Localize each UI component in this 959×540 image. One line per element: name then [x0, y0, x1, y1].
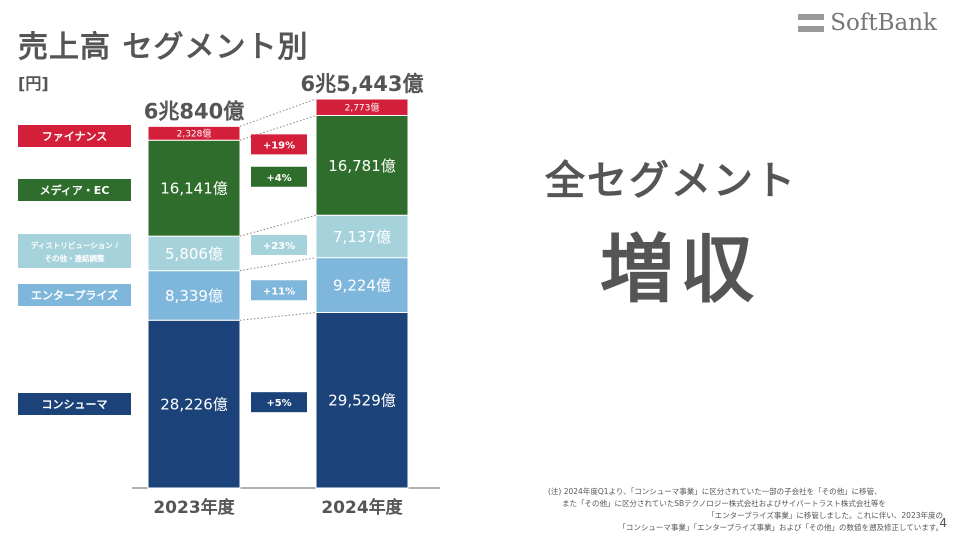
- growth-badge: [251, 134, 307, 155]
- legend-label: エンタープライズ: [31, 288, 118, 302]
- bar-segment: [315, 98, 409, 116]
- data-label: 28,226億: [160, 396, 228, 414]
- connector-line: [239, 257, 317, 272]
- connector-line: [239, 214, 317, 237]
- legend-label: その他・連結調整: [45, 253, 105, 263]
- total-label: 6兆5,443億: [300, 72, 423, 96]
- page-title: 売上高 セグメント別: [18, 30, 309, 65]
- data-label: 8,339億: [165, 287, 223, 305]
- bar-segment: [315, 114, 409, 216]
- growth-badge-label: +19%: [263, 140, 295, 151]
- legend-swatch: [18, 234, 131, 268]
- headline-all-segments: 全セグメント: [545, 158, 797, 204]
- legend-label: ファイナンス: [42, 130, 108, 143]
- data-label: 16,781億: [328, 157, 396, 175]
- data-label: 2,773億: [345, 101, 380, 113]
- growth-badge-label: +11%: [263, 286, 295, 297]
- legend-label: コンシューマ: [42, 398, 108, 411]
- legend-label: メディア・EC: [40, 183, 110, 197]
- footnote: (注) 2024年度Q1より、「コンシューマ事業」に区分されていた一部の子会社を…: [548, 486, 943, 534]
- x-tick-label: 2024年度: [321, 497, 403, 518]
- data-label: 16,141億: [160, 180, 228, 198]
- data-label: 29,529億: [328, 392, 396, 410]
- logo-bars-icon: [798, 14, 825, 32]
- total-label: 6兆840億: [144, 99, 244, 123]
- growth-badge-label: +5%: [266, 398, 291, 409]
- legend-swatch: [18, 125, 131, 147]
- headline-revenue-increase: 増収: [600, 227, 760, 313]
- connector-line: [239, 98, 317, 127]
- footnote-line: 「エンタープライズ事業」に移管しました。これに伴い、2023年度の: [707, 511, 943, 520]
- growth-badge-label: +23%: [263, 241, 295, 252]
- bar-segment: [315, 214, 409, 259]
- growth-badge: [251, 234, 307, 255]
- growth-badge: [251, 392, 307, 413]
- connector-line: [239, 311, 317, 321]
- footnote-line: (注) 2024年度Q1より、「コンシューマ事業」に区分されていた一部の子会社を…: [548, 487, 882, 496]
- data-label: 9,224億: [333, 276, 391, 294]
- softbank-logo: SoftBank: [798, 10, 937, 36]
- page-number: 4: [939, 516, 947, 530]
- data-label: 2,328億: [177, 128, 212, 140]
- legend-swatch: [18, 393, 131, 415]
- legend-label: ディストリビューション /: [31, 240, 118, 250]
- legend-swatch: [18, 179, 131, 201]
- connector-line: [239, 115, 317, 141]
- footnote-line: 「コンシューマ事業」「エンタープライズ事業」および「その他」の数値を遡及修正して…: [618, 523, 943, 532]
- footnote-line: また「その他」に区分されていたSBテクノロジー株式会社およびサイバートラスト株式…: [562, 499, 886, 508]
- growth-badge: [251, 280, 307, 301]
- growth-badge: [251, 166, 307, 187]
- logo-text: SoftBank: [830, 10, 937, 36]
- legend-swatch: [18, 284, 131, 306]
- data-label: 5,806億: [165, 245, 223, 263]
- data-label: 7,137億: [333, 228, 391, 246]
- growth-badge-label: +4%: [266, 173, 291, 184]
- x-tick-label: 2023年度: [153, 497, 235, 518]
- bar-segment: [147, 139, 241, 237]
- bar-segment: [147, 125, 241, 141]
- unit-label: [円]: [18, 74, 49, 93]
- bar-segment: [147, 319, 241, 489]
